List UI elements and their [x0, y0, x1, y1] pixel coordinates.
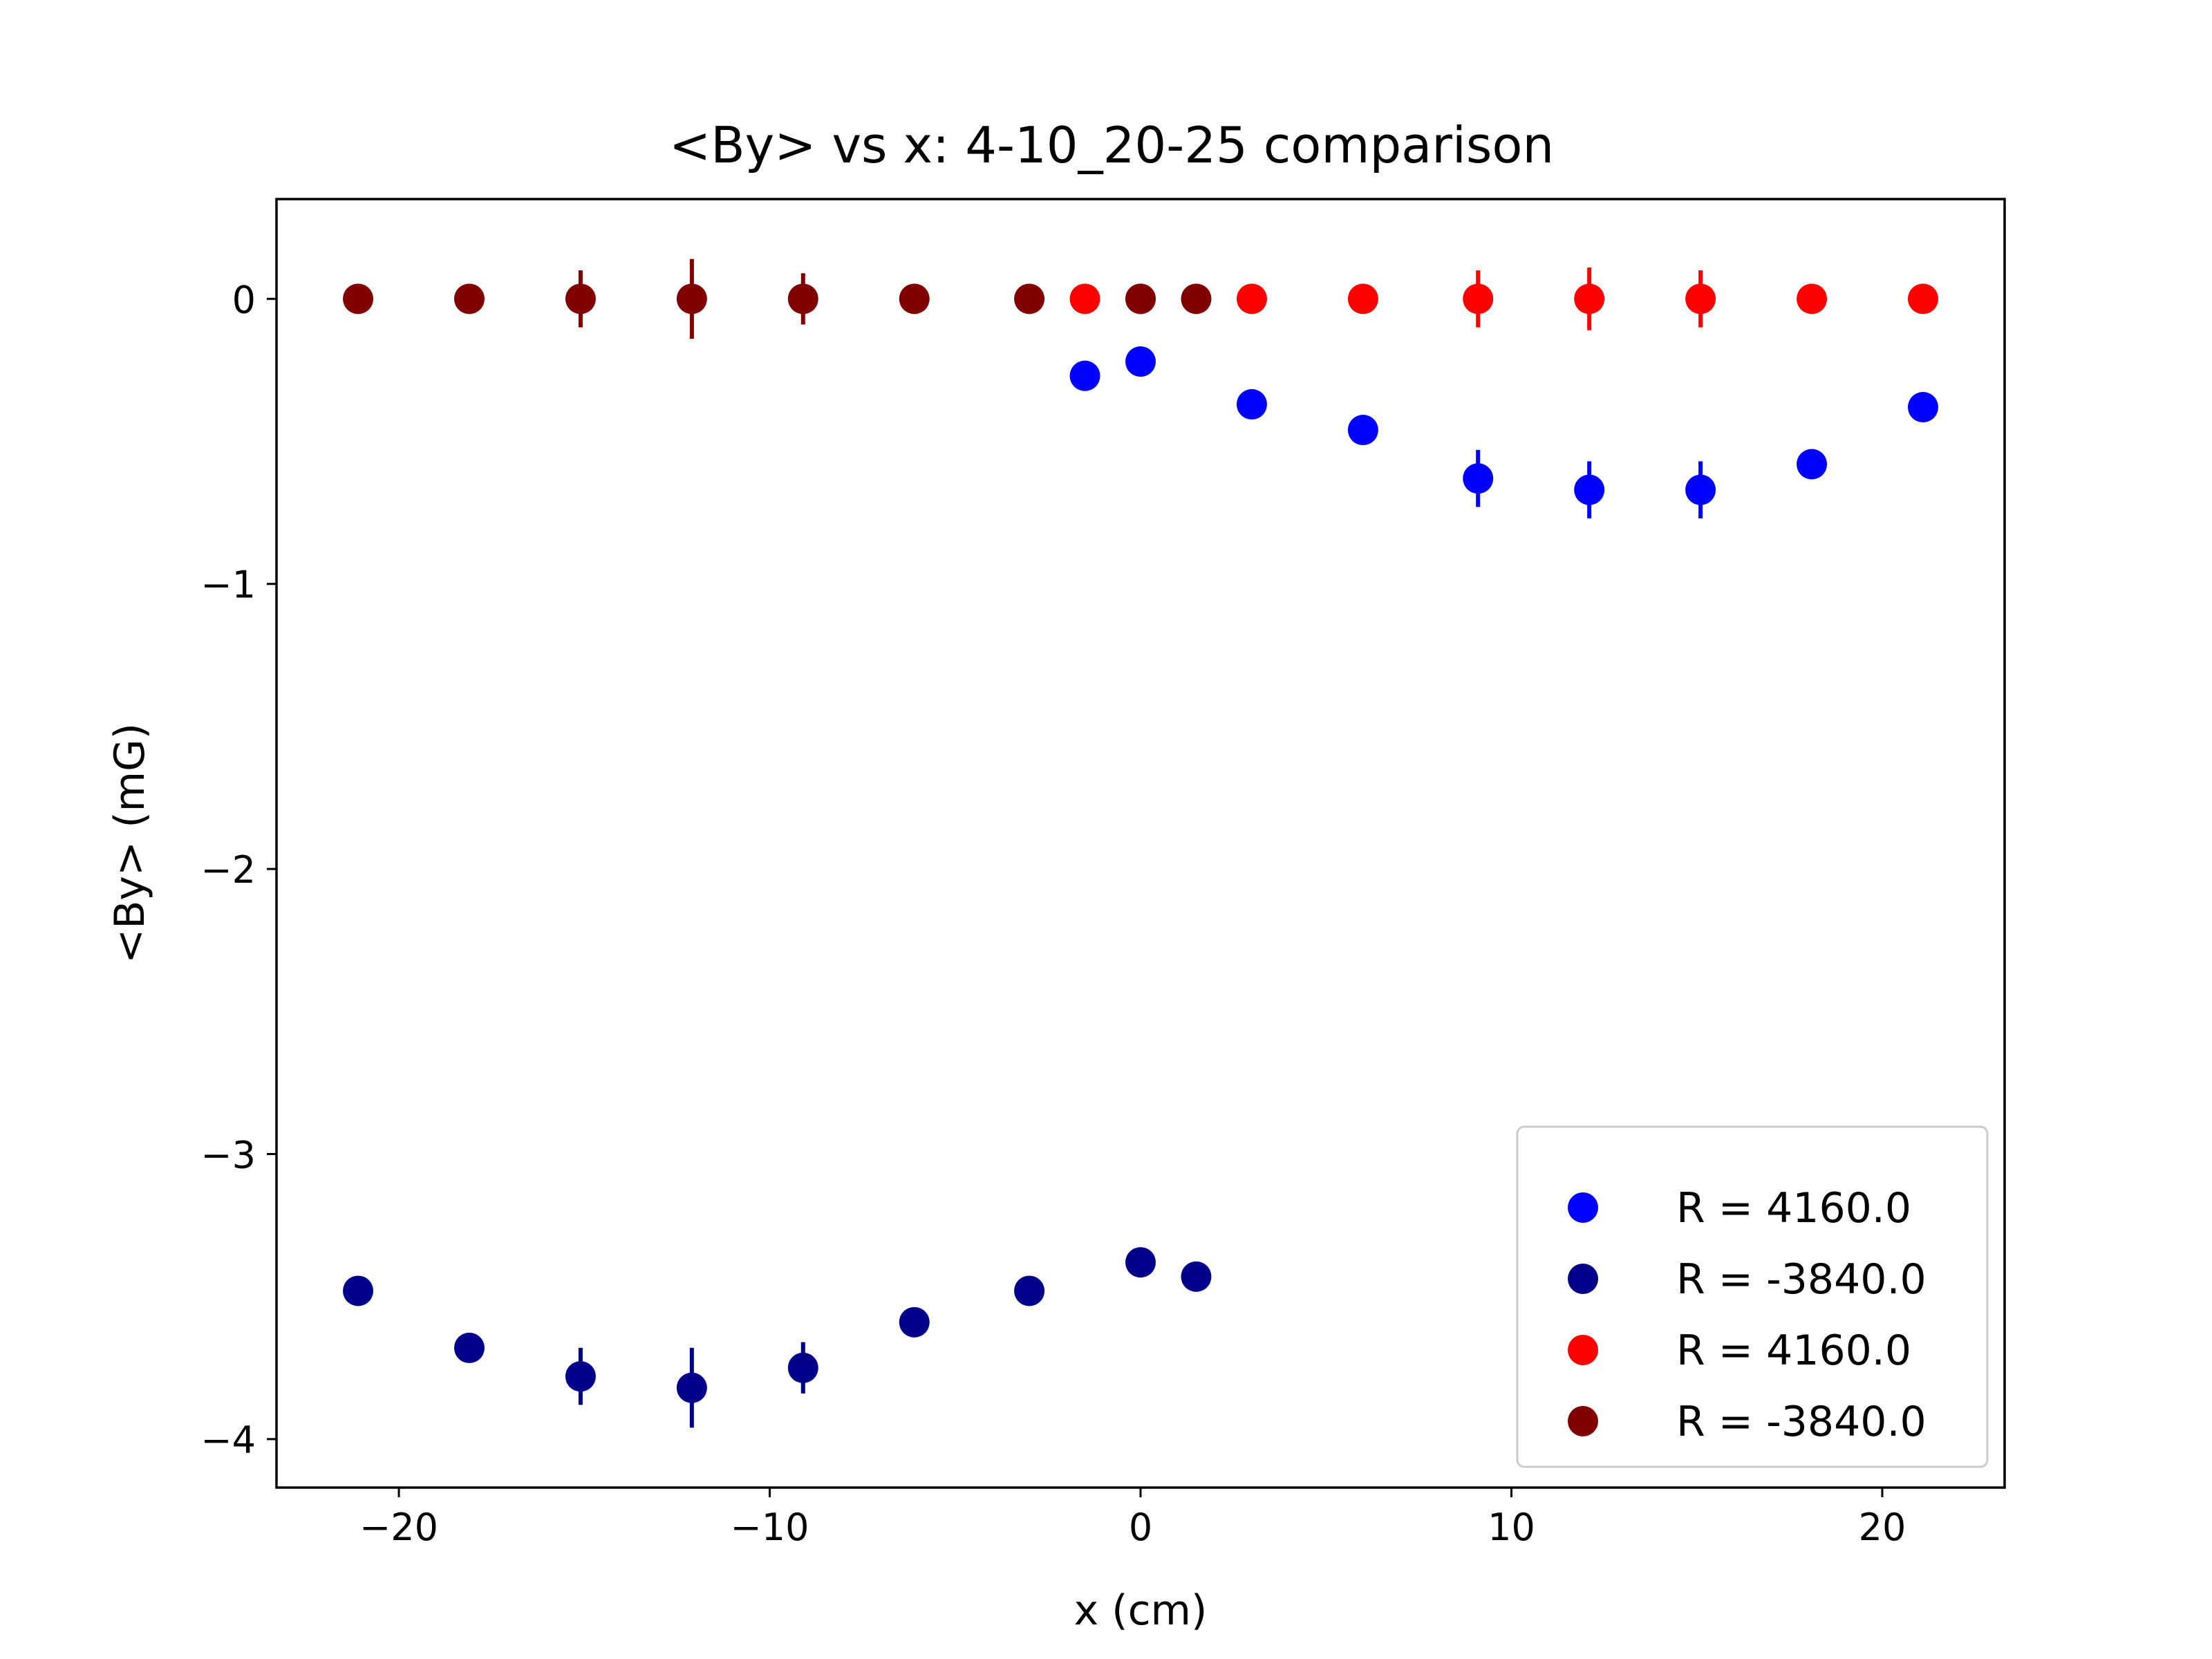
- data-point-series-1: [1125, 346, 1156, 377]
- x-axis-ticks: −20 −10 0 10 20: [359, 1488, 1906, 1549]
- data-point-series-1: [1797, 449, 1828, 480]
- data-point-series-1: [1907, 392, 1938, 423]
- legend-label: R = -3840.0: [1676, 1255, 1927, 1304]
- y-tick-label: 0: [232, 278, 256, 321]
- y-tick-label: −2: [200, 848, 256, 892]
- data-point-series-2: [343, 1275, 374, 1306]
- y-axis-ticks: 0 −1 −2 −3 −4: [200, 278, 276, 1462]
- legend-label: R = -3840.0: [1676, 1398, 1927, 1446]
- data-point-series-3: [1685, 283, 1716, 315]
- y-tick-label: −1: [200, 563, 256, 607]
- data-point-series-1: [1347, 415, 1378, 446]
- legend-marker: [1568, 1335, 1598, 1365]
- data-point-series-1: [1463, 463, 1494, 494]
- y-tick-label: −4: [200, 1418, 256, 1462]
- data-point-series-1: [1574, 474, 1605, 505]
- data-point-series-3: [1574, 283, 1605, 315]
- data-point-series-3: [1069, 283, 1100, 315]
- data-point-series-2: [1125, 1247, 1156, 1278]
- data-point-series-2: [787, 1352, 818, 1383]
- legend-items: R = 4160.0 R = -3840.0 R = 4160.0 R = -3840…: [1568, 1184, 1927, 1446]
- legend-label: R = 4160.0: [1676, 1327, 1911, 1375]
- x-tick-label: 20: [1859, 1506, 1906, 1549]
- data-point-series-4: [453, 283, 485, 315]
- data-point-series-4: [565, 283, 596, 315]
- chart-title: <By> vs x: 4-10_20-25 comparison: [669, 116, 1554, 174]
- data-point-series-3: [1463, 283, 1494, 315]
- data-point-series-2: [453, 1332, 485, 1363]
- data-point-series-4: [899, 283, 930, 315]
- x-tick-label: −20: [359, 1506, 438, 1549]
- data-point-series-3: [1347, 283, 1378, 315]
- data-point-series-3: [1907, 283, 1938, 315]
- data-point-series-2: [676, 1372, 707, 1403]
- x-axis-label: x (cm): [1074, 1586, 1208, 1635]
- data-point-series-2: [565, 1361, 596, 1392]
- legend: R = 4160.0 R = -3840.0 R = 4160.0 R = -3840…: [1516, 1125, 1989, 1468]
- data-point-series-4: [343, 283, 374, 315]
- data-point-series-2: [1014, 1275, 1045, 1306]
- data-point-series-4: [676, 283, 707, 315]
- data-points: [343, 283, 1938, 1403]
- x-tick-label: 0: [1129, 1506, 1152, 1549]
- data-point-series-4: [787, 283, 818, 315]
- y-tick-label: −3: [200, 1134, 256, 1177]
- data-point-series-4: [1181, 283, 1212, 315]
- x-tick-label: 10: [1488, 1506, 1535, 1549]
- legend-marker: [1568, 1406, 1598, 1436]
- data-point-series-3: [1797, 283, 1828, 315]
- legend-box: [1516, 1125, 1989, 1468]
- y-axis-label: <By> (mG): [106, 723, 154, 964]
- legend-label: R = 4160.0: [1676, 1184, 1911, 1232]
- data-point-series-1: [1685, 474, 1716, 505]
- legend-marker: [1568, 1264, 1598, 1294]
- data-point-series-1: [1236, 388, 1267, 420]
- legend-marker: [1568, 1192, 1598, 1223]
- data-point-series-4: [1014, 283, 1045, 315]
- x-tick-label: −10: [731, 1506, 809, 1549]
- data-point-series-1: [1069, 360, 1100, 391]
- data-point-series-2: [1181, 1261, 1212, 1292]
- data-point-series-4: [1125, 283, 1156, 315]
- data-point-series-2: [899, 1306, 930, 1338]
- data-point-series-3: [1236, 283, 1267, 315]
